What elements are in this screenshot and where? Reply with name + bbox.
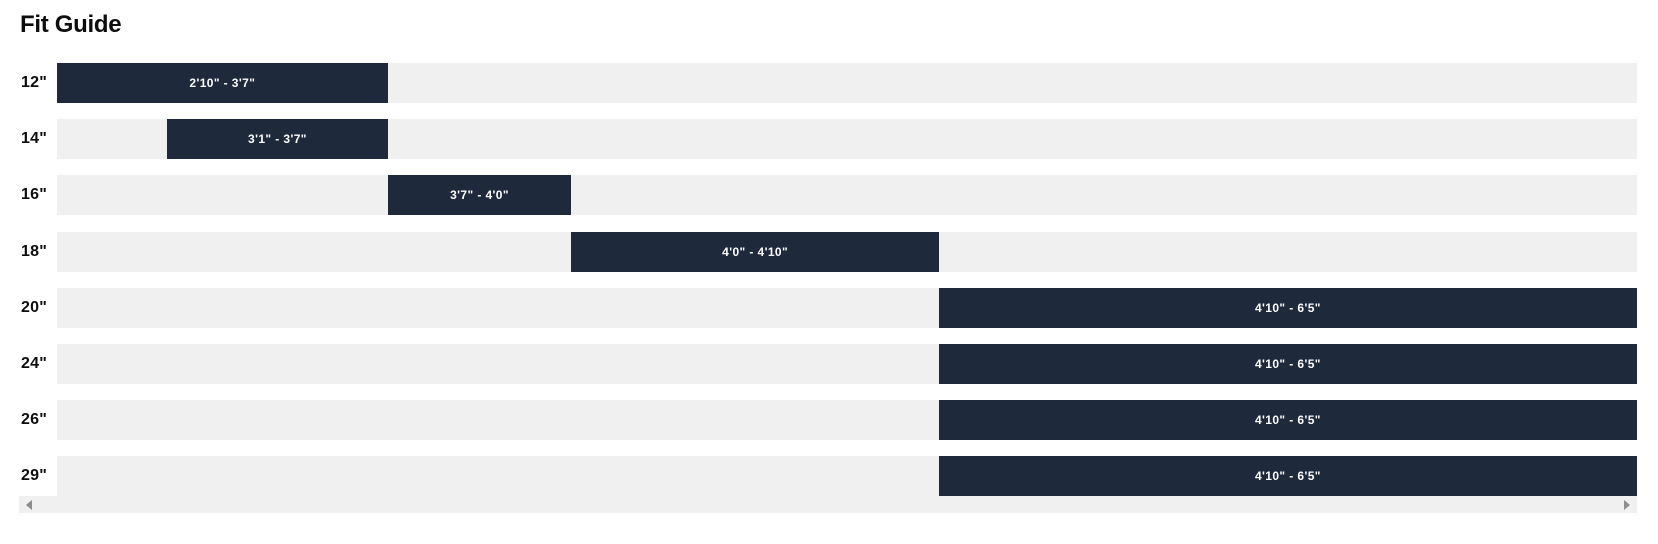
wheel-size-label: 26" <box>21 411 47 429</box>
row-track: 4'10" - 6'5" <box>57 456 1637 497</box>
fit-range-bar: 4'10" - 6'5" <box>938 287 1637 328</box>
wheel-size-label: 16" <box>21 186 47 204</box>
fit-range-bar: 4'10" - 6'5" <box>938 400 1637 441</box>
row-track: 4'10" - 6'5" <box>57 343 1637 384</box>
fit-row: 24" 4'10" - 6'5" <box>0 343 1637 384</box>
wheel-size-label: 14" <box>21 130 47 148</box>
fit-range-label: 3'7" - 4'0" <box>450 188 509 203</box>
fit-range-label: 3'1" - 3'7" <box>248 132 307 147</box>
row-track: 3'1" - 3'7" <box>57 119 1637 160</box>
horizontal-scrollbar[interactable] <box>19 496 1637 513</box>
fit-range-label: 2'10" - 3'7" <box>189 76 256 90</box>
row-track: 3'7" - 4'0" <box>57 175 1637 216</box>
wheel-size-label: 20" <box>21 298 47 316</box>
fit-range-bar: 3'7" - 4'0" <box>387 175 572 216</box>
row-track: 2'10" - 3'7" <box>57 63 1637 103</box>
fit-row: 20" 4'10" - 6'5" <box>0 287 1637 328</box>
fit-range-bar: 4'0" - 4'10" <box>571 231 939 272</box>
fit-range-bar: 4'10" - 6'5" <box>938 456 1637 497</box>
fit-range-bar: 2'10" - 3'7" <box>57 63 388 103</box>
row-track: 4'0" - 4'10" <box>57 231 1637 272</box>
fit-row: 18" 4'0" - 4'10" <box>0 231 1637 272</box>
wheel-size-label: 18" <box>21 242 47 260</box>
row-track: 4'10" - 6'5" <box>57 400 1637 441</box>
chart-title: Fit Guide <box>20 11 122 38</box>
fit-row: 12" 2'10" - 3'7" <box>0 63 1637 103</box>
fit-range-label: 4'10" - 6'5" <box>1254 300 1321 315</box>
fit-row: 26" 4'10" - 6'5" <box>0 400 1637 441</box>
fit-guide-chart: 12" 2'10" - 3'7" 14" 3'1" - 3'7" 16" 3'7… <box>0 63 1637 513</box>
scroll-left-icon[interactable] <box>26 499 32 510</box>
fit-row: 16" 3'7" - 4'0" <box>0 175 1637 216</box>
fit-range-label: 4'10" - 6'5" <box>1254 469 1321 484</box>
wheel-size-label: 29" <box>21 467 47 485</box>
row-track: 4'10" - 6'5" <box>57 287 1637 328</box>
fit-row: 29" 4'10" - 6'5" <box>0 456 1637 497</box>
fit-range-bar: 3'1" - 3'7" <box>167 119 388 160</box>
fit-range-label: 4'10" - 6'5" <box>1254 413 1321 428</box>
wheel-size-label: 12" <box>21 74 47 91</box>
fit-range-label: 4'0" - 4'10" <box>722 244 789 259</box>
wheel-size-label: 24" <box>21 354 47 372</box>
fit-row: 14" 3'1" - 3'7" <box>0 119 1637 160</box>
fit-range-label: 4'10" - 6'5" <box>1254 356 1321 371</box>
fit-range-bar: 4'10" - 6'5" <box>938 343 1637 384</box>
scroll-right-icon[interactable] <box>1624 499 1630 510</box>
